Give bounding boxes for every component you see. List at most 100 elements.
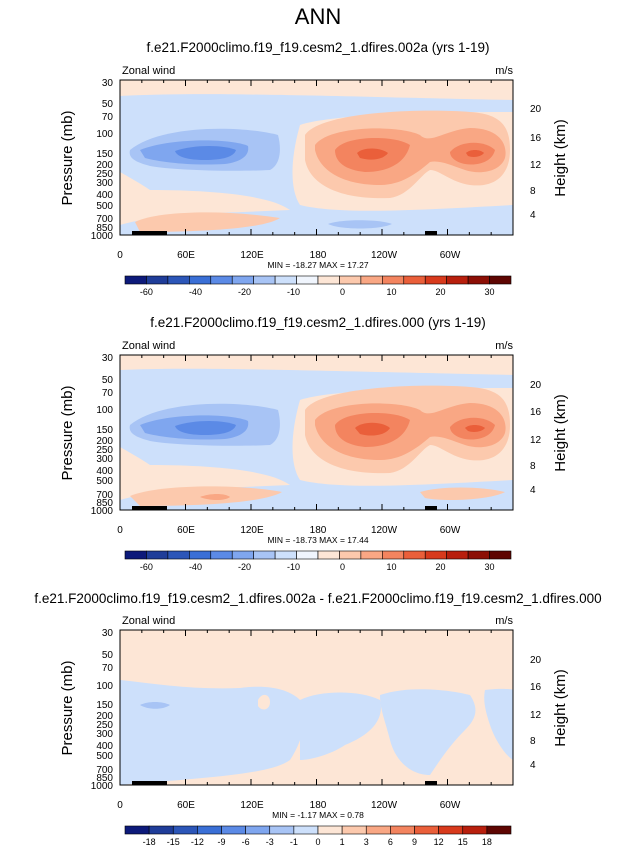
p1-ytick-150: 150 — [96, 149, 113, 160]
colorbar-swatch — [167, 275, 190, 285]
panel-1-right-label: m/s — [495, 65, 513, 77]
colorbar-swatch — [414, 825, 439, 835]
panel-3-positive-blob — [258, 694, 270, 710]
p2-htick-4: 4 — [530, 485, 536, 496]
panel-1-left-label: Zonal wind — [122, 65, 175, 77]
colorbar-swatch — [462, 825, 488, 835]
panel-1-min-max: MIN = -18.27 MAX = 17.27 — [267, 260, 368, 270]
colorbar-swatch — [148, 825, 174, 835]
p1-ytick-100: 100 — [96, 129, 113, 140]
p2-ytick-850: 850 — [96, 498, 113, 509]
panel-3-ylabel-right: Height (km) — [552, 669, 569, 747]
p3-ytick-50: 50 — [102, 650, 114, 661]
colorbar-swatch — [341, 825, 367, 835]
p2-xtick-180: 180 — [310, 525, 327, 536]
panel-2-min-max: MIN = -18.73 MAX = 17.44 — [267, 535, 368, 545]
colorbar-swatch — [317, 825, 343, 835]
panel-1-low-level-negative — [328, 220, 392, 229]
colorbar-swatch — [339, 275, 362, 285]
p2-htick-8: 8 — [530, 461, 536, 472]
colorbar-swatch — [360, 275, 383, 285]
panel-2-topography — [132, 506, 167, 510]
colorbar-swatch — [296, 550, 319, 560]
panel-3-tick-marks — [119, 630, 514, 785]
panel-2-topography-east — [425, 506, 437, 510]
p1-ytick-300: 300 — [96, 178, 113, 189]
panel-1-field — [120, 80, 513, 235]
colorbar-swatch — [339, 550, 362, 560]
panel-2-field — [120, 355, 513, 510]
page-title: ANN — [295, 4, 341, 29]
p2-ytick-400: 400 — [96, 466, 113, 477]
p3-ytick-30: 30 — [102, 628, 114, 639]
colorbar-swatch — [253, 550, 276, 560]
colorbar-swatch — [365, 825, 391, 835]
colorbar-swatch — [274, 550, 297, 560]
colorbar-swatch — [390, 825, 415, 835]
colorbar-swatch — [403, 275, 426, 285]
p1-ytick-700: 700 — [96, 214, 113, 225]
colorbar-swatch — [424, 550, 447, 560]
panel-1-positive-core — [357, 148, 388, 160]
panel-3-height-ticks: 20 16 12 8 4 — [530, 655, 542, 771]
panel-2-height-ticks: 20 16 12 8 4 — [530, 380, 542, 496]
colorbar-label: 30 — [485, 287, 495, 297]
p2-ytick-500: 500 — [96, 476, 113, 487]
panel-2-positive-core — [355, 422, 390, 436]
p1-xtick-180: 180 — [310, 250, 327, 261]
panel-2-ylabel-right: Height (km) — [552, 394, 569, 472]
p3-ytick-400: 400 — [96, 741, 113, 752]
p2-htick-12: 12 — [530, 435, 542, 446]
p1-ytick-250: 250 — [96, 169, 113, 180]
colorbar-swatch — [124, 550, 147, 560]
panel-1-topography-east — [425, 231, 437, 235]
colorbar-label: 1 — [340, 837, 345, 847]
p3-ytick-850: 850 — [96, 773, 113, 784]
colorbar-label: 30 — [485, 562, 495, 572]
panel-2: f.e21.F2000climo.f19_f19.cesm2_1.dfires.… — [59, 315, 569, 572]
p2-ytick-1000: 1000 — [91, 506, 114, 517]
colorbar-label: 15 — [458, 837, 468, 847]
colorbar-swatch — [489, 275, 512, 285]
colorbar-label: 0 — [340, 287, 345, 297]
p3-xtick-180: 180 — [310, 800, 327, 811]
colorbar-label: 18 — [482, 837, 492, 847]
colorbar-swatch — [467, 550, 490, 560]
colorbar-swatch — [446, 275, 469, 285]
panel-3-ylabel: Pressure (mb) — [59, 660, 76, 755]
colorbar-label: -60 — [140, 287, 153, 297]
colorbar-swatch — [146, 550, 169, 560]
colorbar-swatch — [467, 275, 490, 285]
panel-2-low-level-positive-core — [200, 494, 230, 500]
panel-2-left-label: Zonal wind — [122, 340, 175, 352]
p1-xtick-60w: 60W — [440, 250, 461, 261]
p1-htick-4: 4 — [530, 210, 536, 221]
panel-1-low-level-positive — [135, 212, 280, 232]
colorbar-swatch — [124, 275, 147, 285]
panel-2-tick-marks — [119, 355, 514, 510]
colorbar-swatch — [446, 550, 469, 560]
p1-htick-8: 8 — [530, 186, 536, 197]
panel-2-negative-center — [175, 421, 236, 435]
panel-3: f.e21.F2000climo.f19_f19.cesm2_1.dfires.… — [34, 591, 601, 847]
p3-xtick-60w: 60W — [440, 800, 461, 811]
p2-ytick-150: 150 — [96, 425, 113, 436]
p1-xtick-0: 0 — [117, 250, 123, 261]
colorbar-swatch — [269, 825, 295, 835]
panel-3-y-ticks: 30 50 70 100 150 200 250 300 400 500 700… — [91, 628, 114, 792]
panel-1-y-ticks: 30 50 70 100 150 200 250 300 400 500 700… — [91, 78, 114, 242]
colorbar-label: -10 — [287, 562, 300, 572]
colorbar-label: 0 — [340, 562, 345, 572]
colorbar-swatch — [124, 825, 150, 835]
p1-ytick-400: 400 — [96, 190, 113, 201]
p3-xtick-120e: 120E — [240, 800, 264, 811]
colorbar-label: -10 — [287, 287, 300, 297]
colorbar-label: -40 — [189, 287, 202, 297]
panel-3-negative-region-east — [380, 689, 476, 775]
panel-3-title: f.e21.F2000climo.f19_f19.cesm2_1.dfires.… — [34, 591, 601, 606]
colorbar-label: 10 — [387, 287, 397, 297]
colorbar-label: -6 — [242, 837, 250, 847]
panel-3-field — [120, 630, 513, 785]
panel-2-positive-core-east — [465, 425, 485, 432]
p1-ytick-850: 850 — [96, 223, 113, 234]
